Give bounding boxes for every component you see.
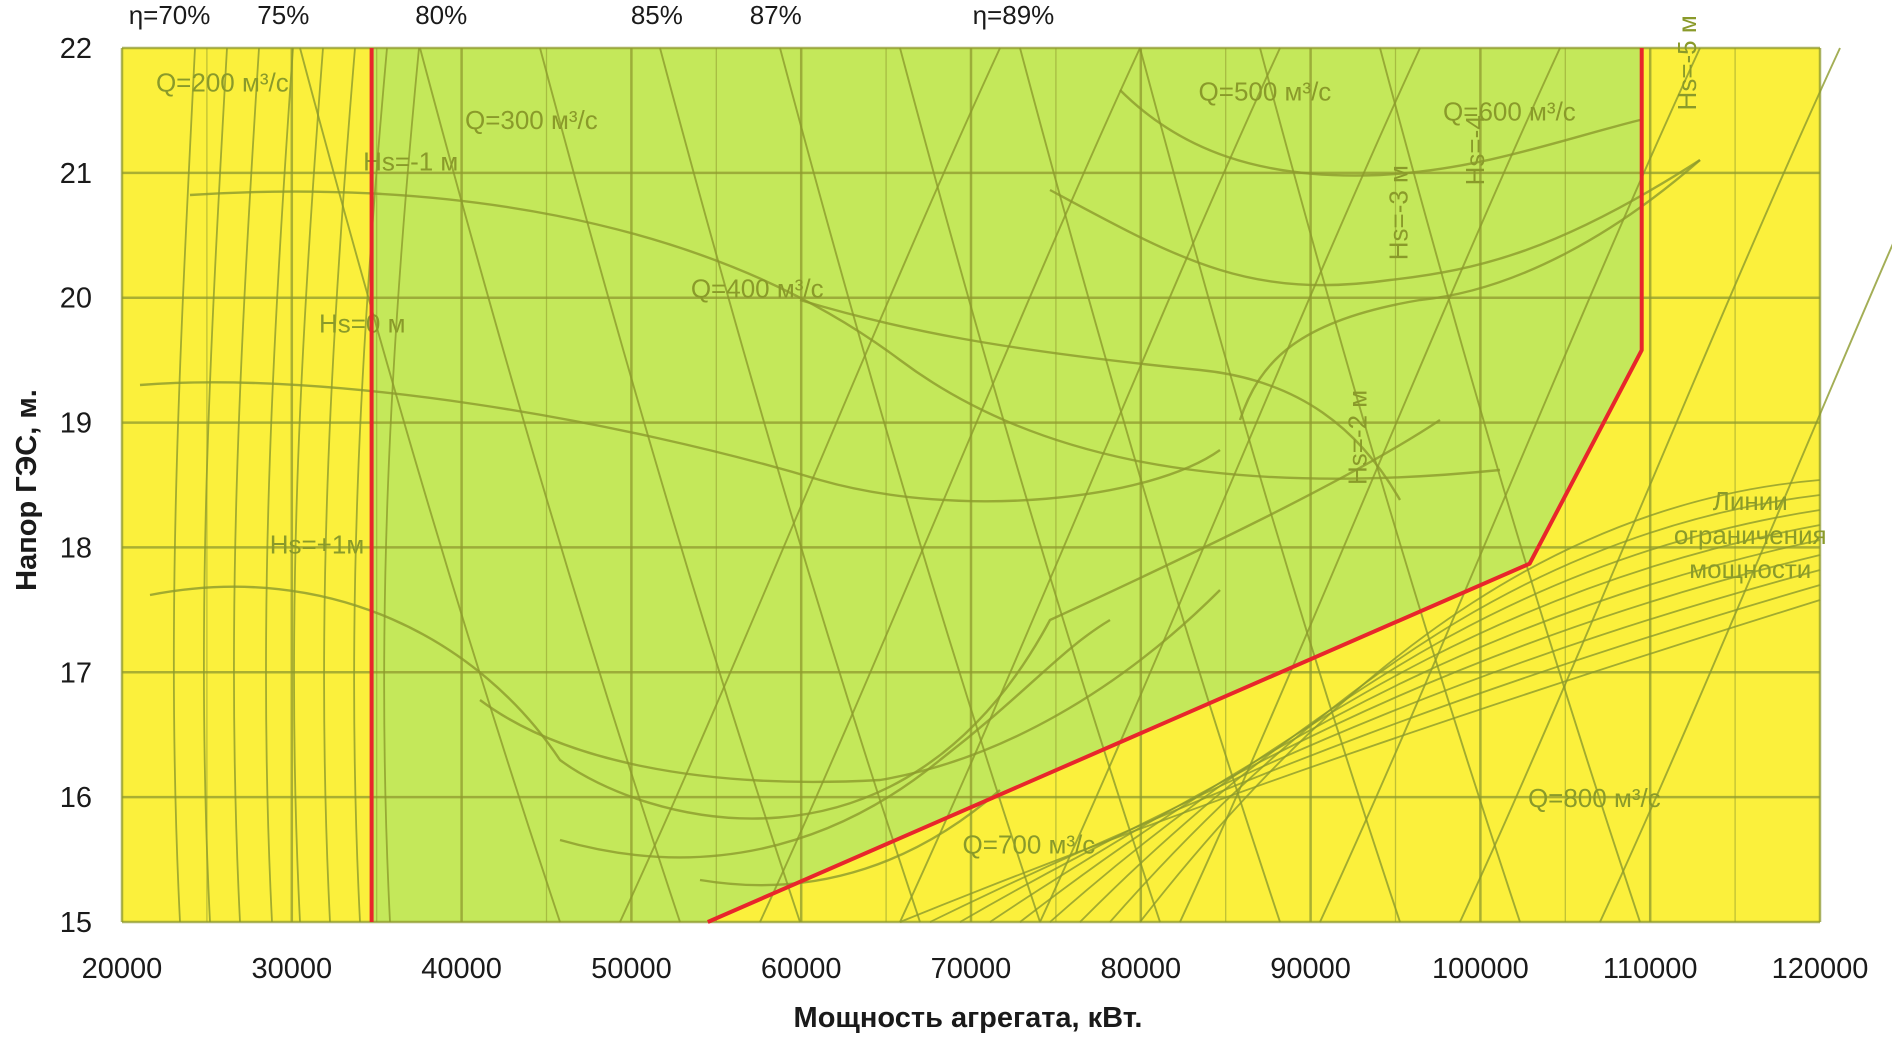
characteristic-curve	[1599, 243, 1892, 923]
operating-zone	[371, 48, 1642, 922]
flow-label: Q=400 м³/с	[691, 274, 824, 304]
characteristic-curve	[1459, 47, 1841, 923]
boundary-right	[707, 48, 1644, 924]
characteristic-curve	[779, 47, 1041, 923]
efficiency-label: 87%	[750, 0, 802, 30]
suction-label: Hs=-4	[1460, 115, 1490, 185]
flow-label: Q=500 м³/с	[1199, 76, 1332, 106]
x-tick-label: 120000	[1772, 953, 1869, 985]
characteristic-curve	[899, 599, 1821, 923]
characteristic-curve	[1119, 89, 1641, 177]
characteristic-curve	[1079, 509, 1821, 923]
efficiency-label: η=89%	[973, 0, 1055, 30]
characteristic-curve	[139, 381, 1221, 503]
characteristic-curve	[1049, 524, 1821, 923]
characteristic-curve	[419, 47, 681, 923]
characteristic-curve	[759, 47, 1141, 923]
y-axis-label: Напор ГЭС, м.	[11, 389, 43, 591]
flow-label: Q=800 м³/с	[1528, 783, 1661, 813]
characteristic-curve	[265, 47, 294, 923]
efficiency-top-labels: η=70% 75% 80% 85% 87% η=89%	[129, 0, 1055, 30]
characteristic-curve	[799, 298, 1402, 501]
x-tick-label: 60000	[761, 953, 842, 985]
flow-label: Q=200 м³/с	[156, 68, 289, 98]
characteristic-curves	[139, 47, 1892, 923]
characteristic-curve	[539, 47, 801, 923]
characteristic-curve	[1259, 47, 1521, 923]
characteristic-curve	[1139, 47, 1401, 923]
x-tick-label: 90000	[1270, 953, 1351, 985]
x-tick-label: 110000	[1603, 953, 1698, 985]
characteristic-curve	[1019, 539, 1821, 923]
characteristic-curve	[959, 569, 1821, 923]
x-tick-label: 50000	[591, 953, 672, 985]
x-tick-label: 20000	[82, 953, 163, 985]
characteristic-curve	[353, 47, 388, 923]
flow-label: Q=300 м³/с	[465, 105, 598, 135]
characteristic-curve	[1179, 47, 1561, 923]
characteristic-curve	[479, 589, 1221, 784]
y-tick-label: 19	[60, 408, 92, 440]
suction-label: Hs=-3 м	[1383, 165, 1413, 260]
characteristic-curve	[899, 47, 1281, 923]
operating-zone-boundary	[369, 48, 1644, 924]
x-tick-label: 40000	[421, 953, 502, 985]
inner-labels: Q=200 м³/с Q=300 м³/с Q=400 м³/с Q=500 м³/с…	[156, 15, 1827, 859]
characteristic-curve	[559, 618, 1111, 859]
characteristic-curve	[172, 47, 196, 923]
x-tick-labels: 20000 30000 40000 50000 60000 70000 80000 90000…	[82, 953, 1869, 985]
characteristic-curve	[323, 47, 356, 923]
y-tick-label: 18	[60, 532, 92, 564]
x-tick-label: 30000	[251, 953, 332, 985]
efficiency-label: 75%	[257, 0, 309, 30]
characteristic-curve	[659, 47, 921, 923]
power-limit-annotation: Линии	[1713, 486, 1788, 516]
characteristic-curve	[619, 47, 1001, 923]
characteristic-curve	[1379, 47, 1641, 923]
efficiency-label: 80%	[415, 0, 467, 30]
characteristic-curve	[899, 47, 1161, 923]
x-axis-label: Мощность агрегата, кВт.	[794, 1002, 1143, 1034]
power-limit-annotation: ограничения	[1674, 520, 1827, 550]
x-tick-label: 100000	[1432, 953, 1529, 985]
characteristic-curve	[299, 47, 561, 923]
x-tick-label: 70000	[931, 953, 1012, 985]
y-tick-labels: 15 16 17 18 19 20 21 22	[60, 33, 92, 939]
y-tick-label: 21	[60, 158, 92, 190]
y-tick-label: 22	[60, 33, 92, 65]
characteristic-curve	[1319, 47, 1701, 923]
characteristic-curve	[149, 419, 1441, 820]
characteristic-curve	[1109, 494, 1821, 923]
x-tick-label: 80000	[1100, 953, 1181, 985]
characteristic-curve	[929, 584, 1821, 923]
efficiency-label: η=70%	[129, 0, 211, 30]
operating-zone-fill	[371, 48, 1642, 922]
characteristic-curve	[383, 47, 420, 923]
suction-label: Hs=-1 м	[363, 146, 458, 176]
characteristic-curve	[989, 554, 1821, 923]
y-tick-label: 15	[60, 907, 92, 939]
y-tick-label: 16	[60, 782, 92, 814]
characteristic-curve	[699, 789, 1001, 887]
characteristic-curve	[1039, 47, 1421, 923]
flow-label: Q=600 м³/с	[1443, 96, 1576, 126]
suction-label: Hs=-2 м	[1343, 390, 1373, 485]
suction-label: Hs=0 м	[319, 309, 406, 339]
suction-label: Hs=-5 м	[1672, 15, 1702, 110]
characteristic-curve	[232, 47, 260, 923]
characteristic-curve	[189, 190, 1501, 480]
characteristic-curve	[202, 47, 228, 923]
characteristic-curve	[293, 47, 324, 923]
suction-label: Hs=+1м	[270, 530, 364, 560]
characteristic-curve	[1049, 158, 1701, 287]
flow-label: Q=700 м³/с	[963, 829, 1096, 859]
y-tick-label: 17	[60, 657, 92, 689]
y-tick-label: 20	[60, 283, 92, 315]
power-limit-annotation: мощности	[1689, 554, 1811, 584]
efficiency-label: 85%	[631, 0, 683, 30]
characteristic-curve	[1139, 479, 1821, 923]
